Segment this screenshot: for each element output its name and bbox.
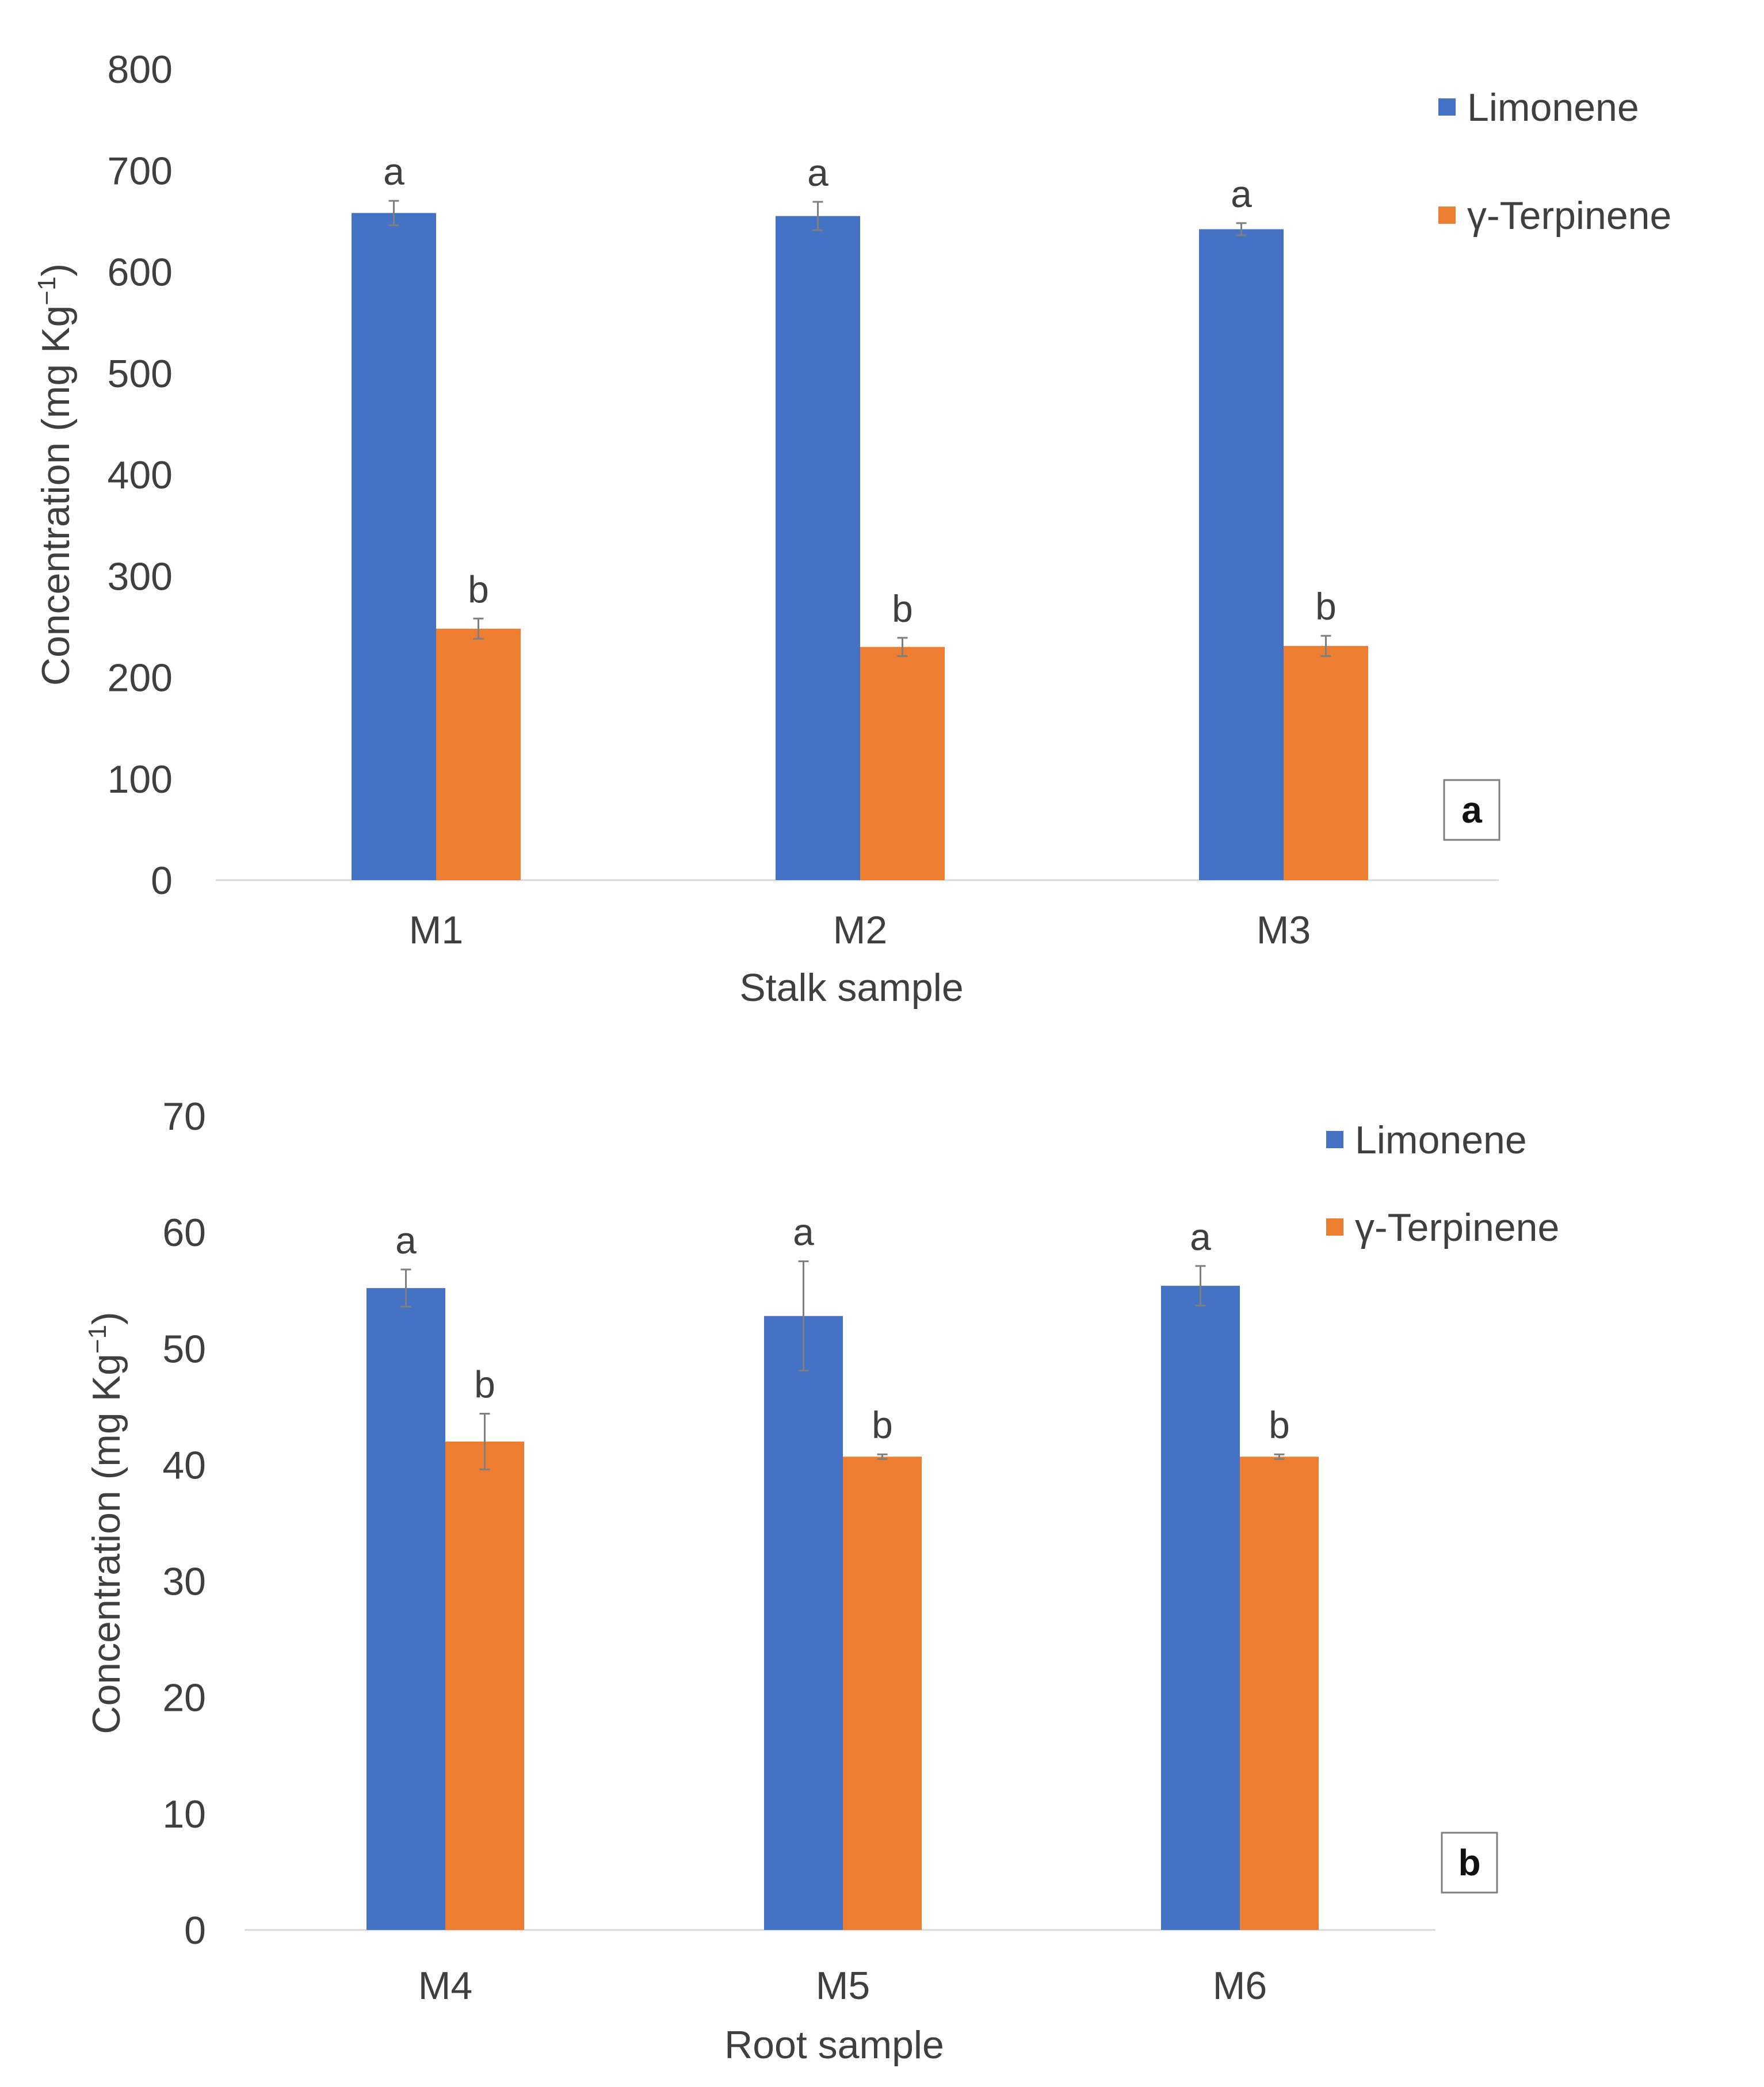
y-tick-label: 70 [162, 1095, 206, 1138]
y-tick-label: 30 [162, 1560, 206, 1604]
significance-letter: a [1231, 173, 1252, 215]
y-tick-label: 800 [108, 48, 173, 91]
y-tick-label: 0 [184, 1909, 206, 1952]
panel-label-box [1441, 1832, 1498, 1894]
bar-m5-series-0 [764, 1316, 843, 1930]
panel-label: b [1458, 1842, 1480, 1883]
y-tick-label: 700 [108, 149, 173, 193]
y-tick-label: 500 [108, 352, 173, 396]
y-tick-label: 300 [108, 555, 173, 598]
y-tick-label: 400 [108, 453, 173, 497]
x-tick-label: M6 [1213, 1964, 1267, 2008]
bar-m2-series-0 [776, 216, 860, 880]
legend-swatch-1 [1438, 207, 1456, 224]
bar-m3-series-0 [1199, 229, 1284, 881]
y-axis-title-close: ) [34, 263, 78, 277]
significance-letter: a [395, 1219, 417, 1262]
y-axis-title-close: ) [85, 1312, 128, 1325]
significance-letter: a [383, 150, 404, 193]
y-axis-title: Concentration (mg Kg−1) [83, 1312, 128, 1734]
chart-panel-a: 0 100 200 300 400 500 600 700 800 a b M1 a b M2 a b M3 Sta… [33, 48, 1671, 1010]
y-tick-label: 100 [108, 758, 173, 801]
y-tick-label: 40 [162, 1443, 206, 1487]
panel-label-box [1443, 779, 1500, 841]
panel-label: a [1461, 789, 1482, 831]
significance-letter: b [468, 568, 489, 610]
y-tick-label: 10 [162, 1792, 206, 1836]
bar-m3-series-1 [1284, 645, 1368, 880]
legend-label: Limonene [1355, 1118, 1527, 1162]
significance-letter: b [474, 1363, 495, 1405]
legend-label: γ-Terpinene [1355, 1206, 1559, 1249]
x-tick-label: M2 [833, 908, 887, 952]
significance-letter: b [1269, 1404, 1290, 1446]
legend-label: γ-Terpinene [1467, 194, 1671, 238]
x-axis-title: Stalk sample [739, 966, 963, 1010]
bar-m1-series-0 [352, 213, 436, 880]
legend: Limonene γ-Terpinene [1326, 1118, 1559, 1249]
legend-swatch-0 [1326, 1131, 1343, 1148]
x-tick-label: M1 [409, 908, 463, 952]
y-axis-title-superscript: −1 [83, 1325, 112, 1354]
significance-letter: b [1315, 585, 1337, 628]
y-axis-title-superscript: −1 [33, 277, 61, 305]
chart-panel-b: 0 10 20 30 40 50 60 70 a b M4 a b M5 a b M6 Root sample Co… [83, 1095, 1559, 2067]
bar-m5-series-1 [843, 1457, 922, 1930]
legend: Limonene γ-Terpinene [1438, 86, 1671, 238]
y-tick-label: 600 [108, 251, 173, 295]
significance-letter: a [793, 1211, 814, 1253]
bar-m1-series-1 [436, 628, 521, 880]
y-tick-label: 60 [162, 1211, 206, 1255]
bar-m2-series-1 [860, 647, 945, 880]
y-axis-title-main: Concentration (mg Kg [34, 305, 78, 686]
bar-m6-series-0 [1161, 1286, 1240, 1930]
significance-letter: a [1190, 1215, 1211, 1258]
y-axis-title: Concentration (mg Kg−1) [33, 263, 78, 686]
legend-swatch-1 [1326, 1218, 1343, 1236]
bar-m6-series-1 [1240, 1457, 1319, 1930]
significance-letter: b [892, 587, 913, 630]
x-tick-label: M4 [418, 1964, 472, 2008]
significance-letter: a [807, 151, 828, 194]
legend-swatch-0 [1438, 98, 1456, 116]
y-tick-label: 50 [162, 1327, 206, 1371]
y-tick-label: 20 [162, 1676, 206, 1720]
y-tick-label: 200 [108, 656, 173, 700]
bar-m4-series-0 [366, 1288, 445, 1930]
legend-label: Limonene [1467, 86, 1639, 129]
x-axis-title: Root sample [724, 2023, 944, 2067]
x-tick-label: M3 [1257, 908, 1311, 952]
significance-letter: b [872, 1404, 893, 1446]
x-tick-label: M5 [816, 1964, 870, 2008]
y-tick-label: 0 [151, 859, 173, 903]
y-axis-title-main: Concentration (mg Kg [85, 1354, 128, 1734]
bar-m4-series-1 [445, 1442, 524, 1930]
